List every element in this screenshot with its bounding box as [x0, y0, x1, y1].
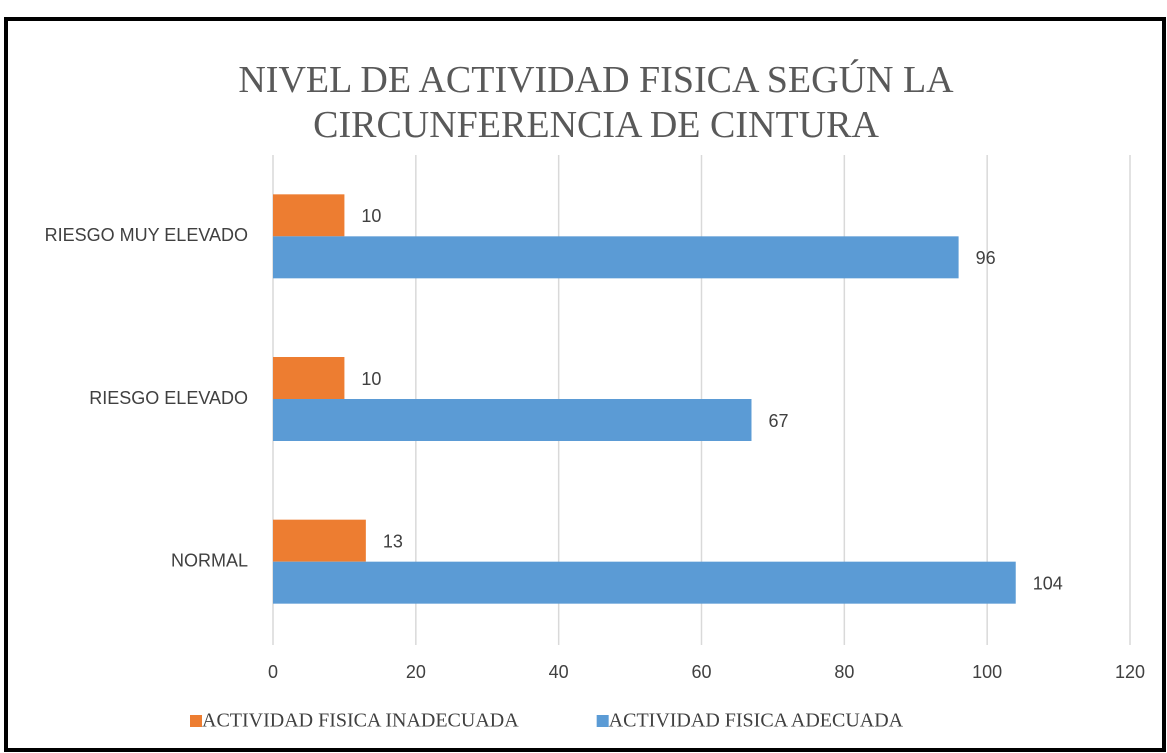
bar	[273, 236, 959, 279]
y-tick-label: NORMAL	[171, 550, 248, 570]
frame	[4, 17, 1166, 752]
x-tick-label: 120	[1115, 662, 1145, 682]
x-tick-label: 20	[406, 662, 426, 682]
legend-swatch	[596, 715, 609, 727]
value-label: 10	[361, 206, 381, 226]
x-tick-label: 80	[834, 662, 854, 682]
x-tick-label: 60	[691, 662, 711, 682]
value-label: 10	[361, 369, 381, 389]
chart-title: NIVEL DE ACTIVIDAD FISICA SEGÚN LA CIRCU…	[238, 59, 954, 146]
bar	[273, 561, 1016, 604]
legend-label: ACTIVIDAD FISICA INADECUADA	[202, 710, 519, 732]
bar	[273, 194, 345, 237]
value-label: 67	[768, 411, 788, 431]
y-tick-label: RIESGO MUY ELEVADO	[45, 225, 248, 245]
bar	[273, 357, 345, 399]
value-label: 104	[1033, 573, 1063, 593]
legend-swatch	[190, 715, 202, 727]
x-tick-label: 100	[972, 662, 1002, 682]
value-label: 13	[383, 531, 403, 551]
y-tick-label: RIESGO ELEVADO	[89, 388, 248, 408]
legend-label: ACTIVIDAD FISICA ADECUADA	[609, 710, 904, 732]
x-tick-label: 40	[549, 662, 569, 682]
x-tick-label: 0	[268, 662, 278, 682]
bar	[273, 399, 752, 441]
bar	[273, 519, 366, 562]
value-label: 96	[976, 248, 996, 268]
